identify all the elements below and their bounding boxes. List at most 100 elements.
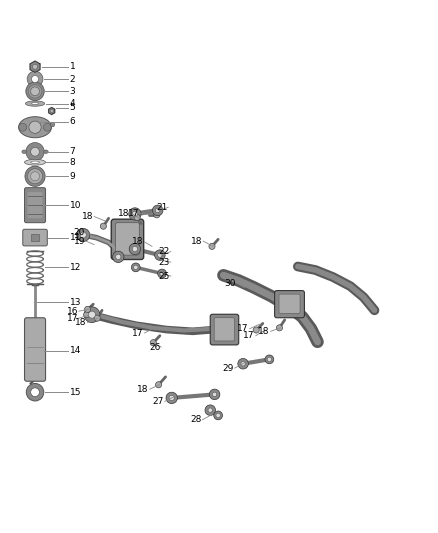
Text: 16: 16 (67, 306, 78, 316)
Text: 5: 5 (70, 103, 75, 112)
Circle shape (158, 253, 162, 257)
Ellipse shape (25, 159, 46, 165)
Text: 25: 25 (159, 272, 170, 281)
Circle shape (155, 382, 162, 388)
Text: 10: 10 (70, 201, 81, 209)
FancyBboxPatch shape (111, 219, 144, 260)
FancyBboxPatch shape (279, 294, 300, 313)
Circle shape (27, 71, 43, 87)
Circle shape (85, 306, 91, 312)
Circle shape (131, 263, 140, 272)
Circle shape (276, 325, 283, 331)
Circle shape (31, 172, 39, 181)
Circle shape (94, 315, 100, 321)
Text: 17: 17 (237, 324, 249, 333)
FancyBboxPatch shape (23, 229, 47, 246)
Text: 19: 19 (74, 237, 85, 246)
Text: 18: 18 (75, 318, 87, 327)
Ellipse shape (32, 102, 39, 104)
Text: 18: 18 (118, 208, 130, 217)
Text: 23: 23 (159, 257, 170, 266)
Text: 17: 17 (67, 314, 78, 322)
Text: 17: 17 (132, 328, 144, 337)
Text: 15: 15 (70, 387, 81, 397)
Circle shape (80, 232, 86, 238)
Text: 2: 2 (70, 75, 75, 84)
Circle shape (31, 388, 39, 397)
FancyBboxPatch shape (275, 290, 304, 318)
Circle shape (152, 205, 163, 216)
FancyBboxPatch shape (25, 318, 46, 381)
Ellipse shape (31, 161, 39, 164)
Ellipse shape (25, 101, 45, 106)
Circle shape (214, 411, 223, 420)
FancyBboxPatch shape (28, 192, 42, 219)
Text: 22: 22 (159, 247, 170, 256)
Polygon shape (30, 61, 40, 72)
FancyBboxPatch shape (116, 223, 139, 255)
Circle shape (29, 121, 41, 133)
Bar (31, 234, 39, 241)
Circle shape (134, 265, 138, 270)
Text: 7: 7 (70, 147, 75, 156)
Text: 17: 17 (128, 208, 139, 217)
Circle shape (134, 214, 140, 221)
Circle shape (50, 109, 53, 112)
Text: 12: 12 (70, 263, 81, 272)
Text: 30: 30 (224, 279, 236, 288)
Circle shape (166, 392, 177, 403)
Circle shape (241, 361, 245, 366)
Circle shape (26, 383, 44, 401)
FancyBboxPatch shape (25, 188, 46, 223)
Polygon shape (49, 108, 55, 115)
Circle shape (32, 76, 39, 83)
Circle shape (19, 123, 27, 131)
Circle shape (88, 311, 95, 318)
Circle shape (154, 212, 160, 218)
Text: 9: 9 (70, 172, 75, 181)
Text: 11: 11 (70, 233, 81, 242)
Circle shape (238, 359, 248, 369)
Text: 27: 27 (152, 397, 164, 406)
Circle shape (208, 408, 212, 413)
Circle shape (267, 357, 272, 361)
Ellipse shape (44, 150, 48, 154)
Text: 14: 14 (70, 346, 81, 355)
Circle shape (158, 269, 166, 278)
Text: 18: 18 (191, 237, 202, 246)
Text: 28: 28 (190, 415, 201, 424)
Circle shape (25, 166, 45, 187)
Text: 18: 18 (258, 327, 270, 336)
Circle shape (253, 327, 259, 333)
Text: 29: 29 (223, 364, 234, 373)
Circle shape (28, 85, 42, 98)
Circle shape (113, 251, 124, 263)
Circle shape (43, 123, 51, 131)
Circle shape (209, 243, 215, 249)
Text: 18: 18 (138, 385, 149, 394)
Text: 3: 3 (70, 87, 75, 96)
Ellipse shape (22, 150, 26, 154)
Circle shape (169, 395, 174, 400)
Text: 26: 26 (149, 343, 160, 352)
Circle shape (160, 271, 164, 276)
Text: 17: 17 (244, 331, 255, 340)
Circle shape (50, 123, 55, 127)
Circle shape (116, 254, 121, 260)
Circle shape (132, 246, 138, 252)
Circle shape (129, 208, 141, 220)
Circle shape (100, 223, 106, 229)
Ellipse shape (18, 117, 52, 138)
Circle shape (155, 250, 165, 260)
Circle shape (31, 147, 39, 156)
Text: 21: 21 (156, 203, 167, 212)
Circle shape (28, 169, 42, 184)
Circle shape (26, 142, 44, 161)
FancyBboxPatch shape (214, 318, 234, 341)
Circle shape (265, 355, 274, 364)
Circle shape (209, 389, 220, 400)
Circle shape (26, 82, 44, 101)
Text: 20: 20 (74, 228, 85, 237)
Circle shape (77, 229, 90, 241)
Text: 18: 18 (82, 212, 93, 221)
